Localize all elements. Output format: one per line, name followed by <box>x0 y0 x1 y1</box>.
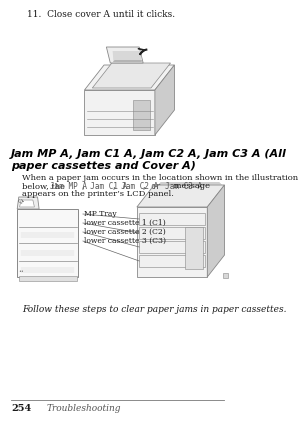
Text: lower cassette 1 (C1): lower cassette 1 (C1) <box>85 219 166 227</box>
Text: , Jam C1 A: , Jam C1 A <box>81 182 127 191</box>
Text: lower cassette 3 (C3): lower cassette 3 (C3) <box>85 237 166 245</box>
Text: MP Tray: MP Tray <box>85 210 117 218</box>
Polygon shape <box>155 65 174 135</box>
Polygon shape <box>85 65 174 90</box>
Bar <box>139 213 205 225</box>
Bar <box>85 90 155 135</box>
Text: •: • <box>21 201 23 205</box>
Text: Troubleshooting: Troubleshooting <box>47 404 122 413</box>
Bar <box>133 100 150 130</box>
Text: When a paper jam occurs in the location shown in the illustration: When a paper jam occurs in the location … <box>22 174 298 182</box>
Text: 254: 254 <box>11 404 31 413</box>
Text: paper cassettes and Cover A): paper cassettes and Cover A) <box>11 161 196 171</box>
Bar <box>139 255 205 267</box>
Bar <box>139 241 205 253</box>
Text: appears on the printer’s LCD panel.: appears on the printer’s LCD panel. <box>22 190 174 198</box>
Polygon shape <box>17 197 39 209</box>
Polygon shape <box>137 185 224 207</box>
Text: , or Jam C3 A: , or Jam C3 A <box>142 182 202 191</box>
Polygon shape <box>106 47 143 63</box>
Text: Jam MP A: Jam MP A <box>50 182 87 191</box>
Text: ••: •• <box>18 269 24 274</box>
Bar <box>185 227 203 269</box>
Polygon shape <box>92 63 170 88</box>
Polygon shape <box>223 273 228 278</box>
Bar <box>19 276 77 281</box>
Bar <box>17 209 78 277</box>
Bar <box>139 227 205 239</box>
Bar <box>137 207 207 277</box>
Text: Follow these steps to clear paper jams in paper cassettes.: Follow these steps to clear paper jams i… <box>22 305 286 314</box>
Text: Q: Q <box>18 198 23 203</box>
Text: 11.  Close cover A until it clicks.: 11. Close cover A until it clicks. <box>27 10 176 19</box>
Polygon shape <box>20 200 34 207</box>
Text: lower cassette 2 (C2): lower cassette 2 (C2) <box>85 228 166 236</box>
Polygon shape <box>112 51 142 62</box>
Polygon shape <box>207 185 224 277</box>
Text: , Jam C2 A: , Jam C2 A <box>112 182 158 191</box>
Text: below, the: below, the <box>22 182 68 190</box>
Text: Jam MP A, Jam C1 A, Jam C2 A, Jam C3 A (All: Jam MP A, Jam C1 A, Jam C2 A, Jam C3 A (… <box>11 149 287 159</box>
Text: message: message <box>170 182 209 190</box>
